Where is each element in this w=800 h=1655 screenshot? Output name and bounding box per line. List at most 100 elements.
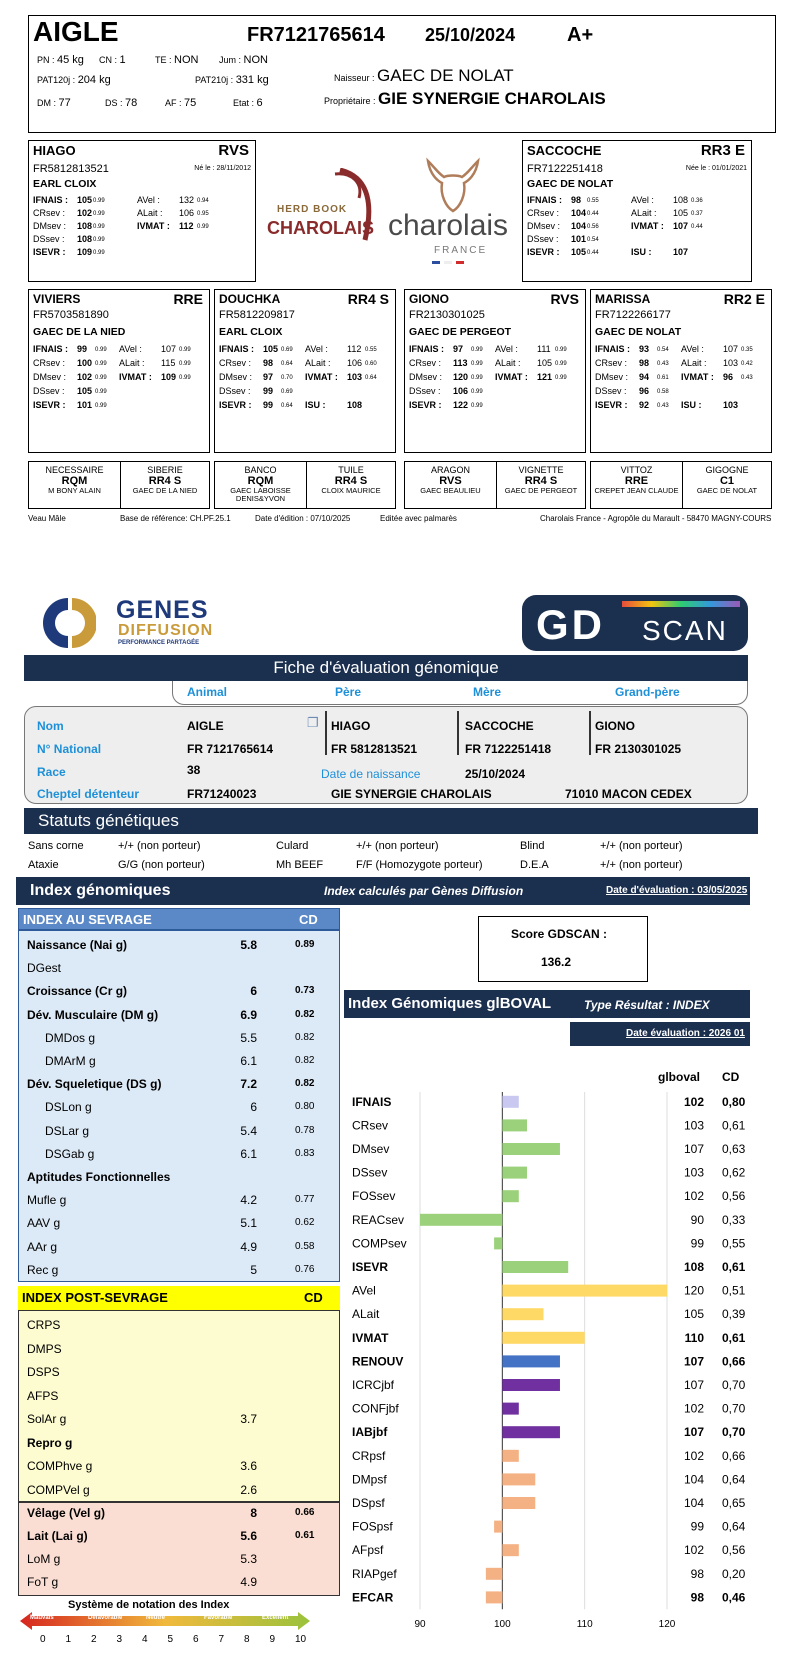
index-line: DMsev : 104 0.56 IVMAT : 107 0.44 [527,221,747,233]
bar-cd: 0,56 [722,1543,746,1557]
animal-id-value: FR 7121765614 [187,742,274,756]
index-label: DMsev : [527,221,561,231]
ancestor-box: BANCO RQM GAEC LABOISSE DENIS&YVON [214,461,306,509]
index-row: Naissance (Nai g) 5.8 0.89 [27,935,335,955]
notation-word: Favorable [204,1615,233,1621]
index-value: 6 [250,1100,257,1115]
col-animal: Animal [187,685,228,699]
index-label: IFNAIS : [33,195,68,205]
index-label: IFNAIS : [33,344,68,354]
bar-cd: 0,66 [722,1354,746,1368]
index-line: IFNAIS :99 0.99 AVel :107 0.99 [33,344,209,356]
index-value: 96 [723,372,734,382]
national-id: FR7122251418 [527,163,603,175]
index-line: DMsev : 97 0.70 IVMAT : 103 0.64 [219,372,395,384]
index-cd: 0.69 [281,389,293,395]
igb-bar: Index Génomiques glBOVAL Type Résultat :… [344,990,750,1018]
bar-value: 105 [684,1307,704,1321]
index-value: 105 [537,358,553,368]
ancestor-code: RR4 S [148,475,182,487]
index-value: 5.8 [240,938,257,952]
label-nom: Nom [37,719,64,733]
index-value: 7.2 [240,1077,257,1092]
index-cd: 0.99 [471,361,483,367]
index-label: AVel : [681,344,704,354]
index-value: 113 [453,358,468,368]
index-label: IFNAIS : [219,344,254,354]
ancestor-breeder: GAEC BEAULIEU [420,486,481,495]
statut-label: D.E.A [520,859,549,871]
statut-value: +/+ (non porteur) [600,859,683,871]
notation-number: 9 [269,1634,276,1645]
gdscan-color-strip [622,601,740,607]
index-label: ISU : [305,400,326,410]
index-value: 6.9 [240,1007,257,1022]
index-value: 3.6 [240,1459,257,1473]
index-name: SolAr g [27,1412,67,1426]
copy-icon[interactable]: ❐ [307,715,319,730]
ancestor-breeder: GAEC DE PERGEOT [504,486,578,495]
gdscan-logo: GD SCAN [522,595,748,651]
index-cd: 0.82 [295,1078,315,1090]
sevrage-header: INDEX AU SEVRAGE CD [18,908,340,930]
bar-label: AFpsf [352,1543,384,1557]
index-value: 132 [179,195,195,205]
bar-label: ALait [352,1307,380,1321]
ancestor-name: GIGOGNE [705,465,749,475]
index-cd: 0.94 [197,198,209,204]
index-name: Rec g [27,1262,59,1277]
bar-cd: 0,80 [722,1095,746,1109]
index-line: ISEVR : 99 0.64 ISU : 108 [219,400,395,412]
index-value: 107 [161,344,177,354]
animal-nom-value: AIGLE [187,719,224,733]
index-name: FoT g [27,1575,59,1589]
bar-label: DSpsf [352,1496,385,1510]
bar-cd: 0,66 [722,1449,746,1463]
identity-panel: Nom N° National Race Cheptel détenteur A… [24,706,748,804]
index-cd: 0.99 [93,237,105,243]
index-name: Vêlage (Vel g) [27,1506,106,1520]
scan-text: SCAN [642,615,728,646]
bar-reacsev [420,1213,503,1226]
index-label: DMsev : [33,221,67,231]
bar-efcar [485,1591,503,1604]
index-name: Repro g [27,1435,73,1450]
index-label: IVMAT : [495,372,528,382]
notation-word: Excellent [262,1615,289,1621]
animal-birth-date: 25/10/2024 [425,25,516,45]
sheet-title: Fiche d'évaluation génomique [273,658,499,677]
index-name: Dév. Squeletique (DS g) [27,1077,162,1092]
statut-value: F/F (Homozygote porteur) [356,859,483,871]
index-value: 98 [571,195,582,205]
bar-value: 103 [684,1166,704,1180]
index-row: Croissance (Cr g) 6 0.73 [27,981,335,1001]
bar-label: COMPsev [352,1236,407,1250]
index-cd: 0.99 [95,389,107,395]
bar-value: 107 [684,1425,704,1439]
index-row: DMPS [27,1339,335,1359]
ancestor-name: SIBERIE [147,465,183,475]
grandparent-box: GIONO RVS FR2130301025 GAEC DE PERGEOT IFNAI… [404,289,586,453]
notation-number: 3 [116,1634,123,1645]
index-cd: 0.64 [281,361,293,367]
etat-field: Etat : 6 [233,97,263,109]
index-cd: 0.78 [295,1124,315,1136]
index-label: AVel : [495,344,518,354]
index-value: 97 [263,372,274,382]
bar-label: IVMAT [352,1331,389,1345]
breeder-name: GAEC DE LA NIED [33,326,126,338]
charolais-text: charolais [388,209,509,242]
index-label: IVMAT : [137,221,170,231]
index-label: IVMAT : [119,372,152,382]
glboval-bar-chart: IFNAIS 102 0,80 CRsev 103 0,61 DMsev 107 0,63 DSs… [352,1092,746,1628]
bar-cd: 0,70 [722,1402,746,1416]
statut-value: G/G (non porteur) [118,859,205,871]
index-value: 120 [453,372,469,382]
index-value: 112 [179,221,194,231]
index-cd: 0.99 [471,403,483,409]
index-label: CRsev : [219,358,252,368]
flag-stripe [456,261,464,264]
index-value: 97 [453,344,464,354]
breeder-name: GAEC DE PERGEOT [409,326,512,338]
sevrage-title: INDEX AU SEVRAGE [23,912,152,927]
